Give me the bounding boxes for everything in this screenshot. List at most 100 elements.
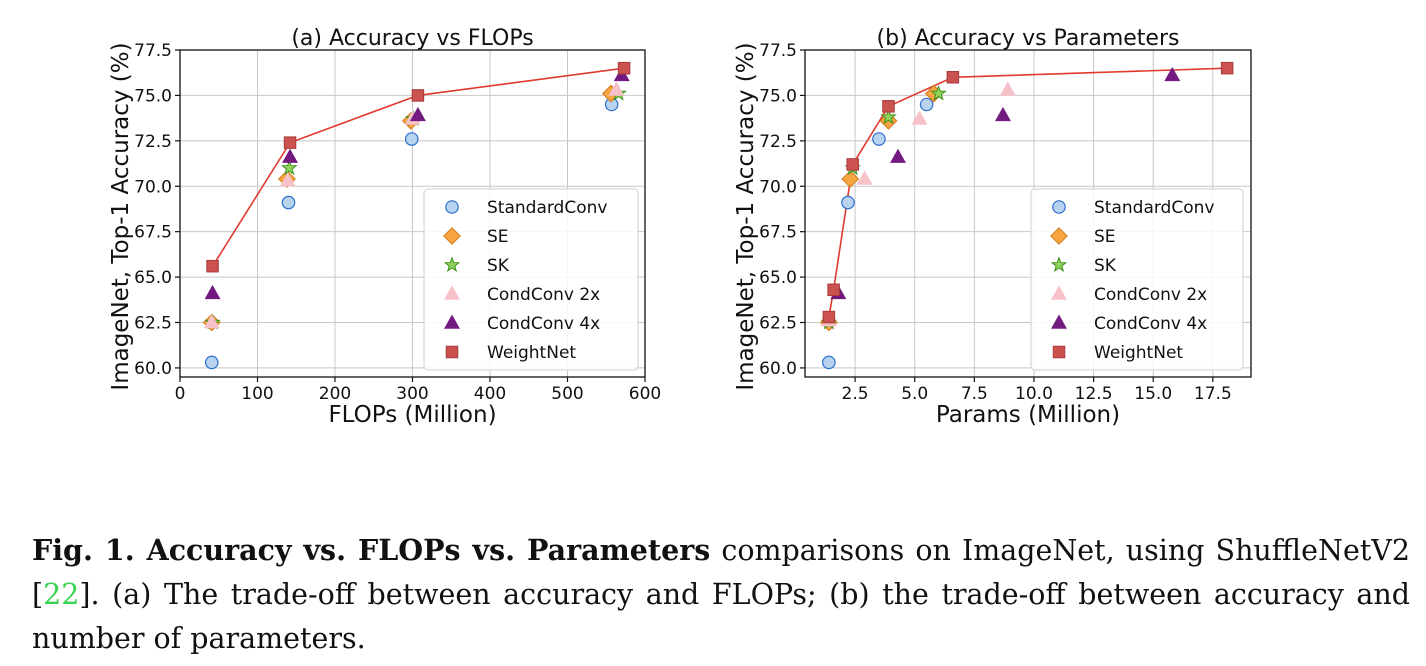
series-line-weightnet [211, 67, 625, 267]
data-point-weightnet [827, 283, 840, 297]
legend-marker-weightnet [1052, 345, 1066, 359]
legend-label-condconv-2x: CondConv 2x [487, 285, 600, 305]
data-point-se [841, 170, 860, 188]
data-point-weightnet [206, 259, 219, 273]
data-point-standardconv [841, 195, 855, 210]
data-point-condconv-4x [994, 106, 1011, 122]
axes-frame [804, 49, 1252, 378]
data-point-weightnet [946, 71, 960, 84]
x-tick-label: 500 [551, 384, 583, 404]
legend-label-sk: SK [487, 256, 510, 276]
x-tick-label: 200 [319, 384, 351, 404]
legend-label-sk: SK [1094, 256, 1117, 276]
legend-box [1030, 188, 1244, 371]
caption-reference-link[interactable]: 22 [43, 578, 80, 611]
legend-label-se: SE [1094, 227, 1116, 247]
y-tick-label: 67.5 [134, 223, 172, 243]
legend: StandardConv SE SK CondConv 2x CondConv 4x We… [423, 188, 639, 371]
y-tick-label: 72.5 [134, 132, 172, 152]
y-tick-label: 77.5 [134, 41, 172, 61]
y-tick-label: 60.0 [759, 359, 797, 379]
data-point-sk [281, 159, 298, 176]
data-point-condconv-2x [608, 81, 625, 96]
data-point-sk [880, 108, 897, 125]
x-axis-label: FLOPs (Million) [328, 402, 496, 428]
data-point-condconv-4x [409, 106, 426, 122]
legend-label-weightnet: WeightNet [487, 343, 576, 363]
y-tick-label: 70.0 [134, 177, 172, 197]
data-point-weightnet [822, 310, 836, 324]
data-point-condconv-2x [279, 172, 296, 187]
data-point-condconv-2x [203, 313, 220, 329]
x-tick-label: 300 [396, 384, 428, 404]
figure-caption: Fig. 1. Accuracy vs. FLOPs vs. Parameter… [32, 528, 1410, 661]
legend-marker-weightnet [445, 345, 459, 359]
legend-marker-standardconv [445, 200, 459, 214]
legend-marker-se [443, 227, 461, 245]
legend-label-condconv-2x: CondConv 2x [1094, 285, 1207, 305]
data-point-standardconv [404, 132, 419, 146]
y-tick-label: 67.5 [759, 223, 797, 243]
x-tick-label: 7.5 [961, 384, 988, 404]
y-tick-label: 72.5 [759, 132, 797, 152]
data-point-weightnet [283, 136, 297, 149]
chart-title: (b) Accuracy vs Parameters [877, 26, 1180, 51]
subplot-b: 2.5 5.0 7.5 10.0 12.5 15.0 17.5 60.0 62.5 65.0 67.… [733, 26, 1252, 428]
x-tick-label: 2.5 [842, 384, 869, 404]
data-point-standardconv [204, 355, 219, 370]
y-tick-label: 70.0 [759, 177, 797, 197]
y-tick-label: 75.0 [759, 86, 797, 106]
data-point-standardconv [281, 195, 296, 210]
legend-label-se: SE [487, 227, 509, 247]
legend-marker-standardconv [1052, 200, 1066, 214]
data-point-weightnet [882, 100, 895, 113]
legend-marker-condconv-4x [444, 314, 460, 329]
x-tick-label: 400 [474, 384, 506, 404]
data-point-condconv-2x [999, 81, 1016, 96]
legend-marker-sk [1050, 256, 1068, 272]
y-tick-label: 77.5 [759, 41, 797, 61]
x-tick-label: 5.0 [901, 384, 928, 404]
caption-text-before-ref: comparisons on ImageNet, using ShuffleNe… [32, 534, 1410, 611]
y-tick-label: 62.5 [134, 314, 172, 334]
legend-label-standardconv: StandardConv [487, 198, 607, 218]
data-point-standardconv [872, 132, 886, 146]
legend: StandardConv SE SK CondConv 2x CondConv 4x We… [1030, 188, 1244, 371]
x-tick-label: 12.5 [1075, 384, 1113, 404]
data-point-standardconv [919, 97, 934, 112]
legend-marker-condconv-4x [1051, 314, 1067, 329]
data-point-condconv-4x [890, 148, 906, 163]
y-tick-label: 75.0 [134, 86, 172, 106]
legend-marker-condconv-2x [1051, 285, 1067, 300]
data-point-condconv-2x [911, 110, 928, 125]
data-point-sk [930, 84, 947, 101]
legend-marker-condconv-2x [444, 285, 460, 300]
legend-label-standardconv: StandardConv [1094, 198, 1214, 218]
data-point-standardconv [822, 355, 836, 370]
y-tick-label: 65.0 [134, 268, 172, 288]
x-tick-label: 600 [629, 384, 661, 404]
data-point-condconv-2x [856, 170, 873, 185]
chart-title: (a) Accuracy vs FLOPs [291, 26, 533, 51]
legend-marker-se [1050, 227, 1068, 245]
caption-text-after-ref: ]. (a) The trade-off between accuracy an… [32, 578, 1410, 655]
y-tick-label: 60.0 [134, 359, 172, 379]
x-axis-label: Params (Million) [936, 402, 1120, 428]
legend-label-condconv-4x: CondConv 4x [487, 314, 600, 334]
legend-label-weightnet: WeightNet [1094, 343, 1183, 363]
data-point-weightnet [1220, 61, 1234, 75]
caption-lead: Fig. 1. Accuracy vs. FLOPs vs. Parameter… [32, 533, 711, 567]
x-tick-label: 15.0 [1134, 384, 1172, 404]
y-axis-label: ImageNet, Top-1 Accuracy (%) [733, 42, 759, 390]
legend-marker-sk [443, 256, 461, 272]
data-point-weightnet [411, 89, 425, 102]
x-tick-label: 10.0 [1015, 384, 1053, 404]
x-tick-label: 17.5 [1194, 384, 1232, 404]
x-tick-label: 0 [175, 384, 186, 404]
y-axis-label: ImageNet, Top-1 Accuracy (%) [108, 42, 134, 390]
x-tick-label: 100 [241, 384, 273, 404]
subplot-a: 0 100 200 300 400 500 600 60.0 62.5 65.0 67.5 70.0 7… [108, 26, 661, 428]
y-tick-label: 62.5 [759, 314, 797, 334]
